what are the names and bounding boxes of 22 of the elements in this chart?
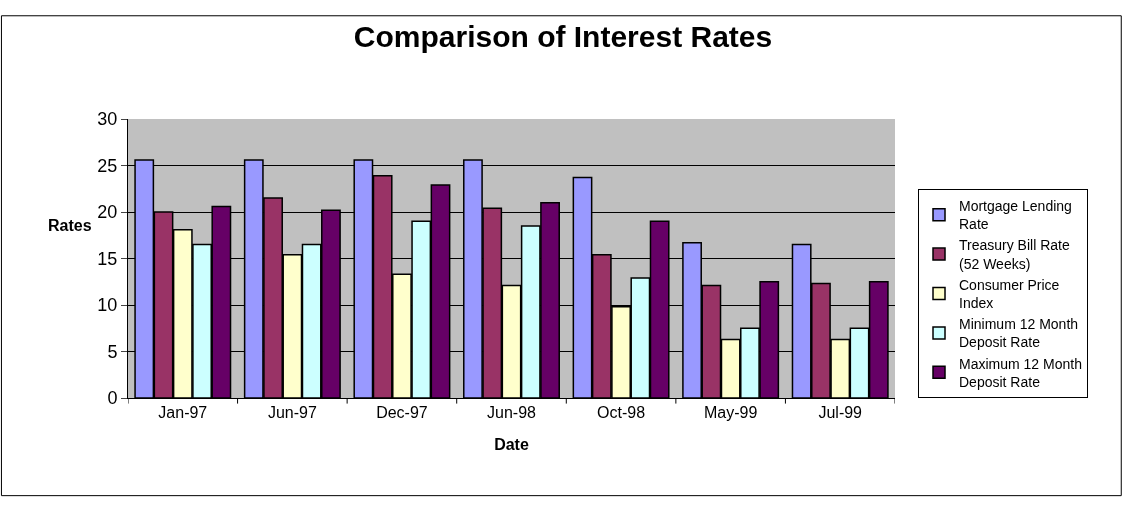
legend-label: Treasury Bill Rate (52 Weeks) (959, 237, 1070, 272)
y-axis-title: Rates (48, 217, 92, 234)
x-tick-label: Jul-99 (818, 404, 863, 422)
chart-title: Comparison of Interest Rates (353, 19, 773, 53)
x-tick-label: May-99 (703, 404, 758, 422)
y-tick-label: 30 (97, 109, 118, 130)
x-tick-label: Jun-97 (267, 404, 317, 422)
y-tick-label: 10 (97, 295, 118, 316)
x-tick-label: Dec-97 (376, 404, 428, 422)
y-tick-label: 20 (97, 202, 118, 223)
x-axis-title: Date (494, 435, 529, 453)
y-tick-label: 15 (97, 248, 118, 269)
y-tick-label: 0 (107, 388, 118, 409)
y-tick-label: 25 (97, 155, 118, 176)
x-tick-label: Jan-97 (158, 404, 208, 422)
x-tick-label: Oct-98 (597, 404, 646, 422)
x-tick-label: Jun-98 (487, 404, 537, 422)
legend-label: Consumer Price Index (959, 276, 1060, 312)
legend-label: Mortgage Lending Rate (959, 198, 1072, 233)
legend-label: Maximum 12 Month Deposit Rate (959, 355, 1082, 390)
y-tick-label: 5 (107, 341, 118, 362)
legend-label: Minimum 12 Month Deposit Rate (959, 316, 1079, 351)
